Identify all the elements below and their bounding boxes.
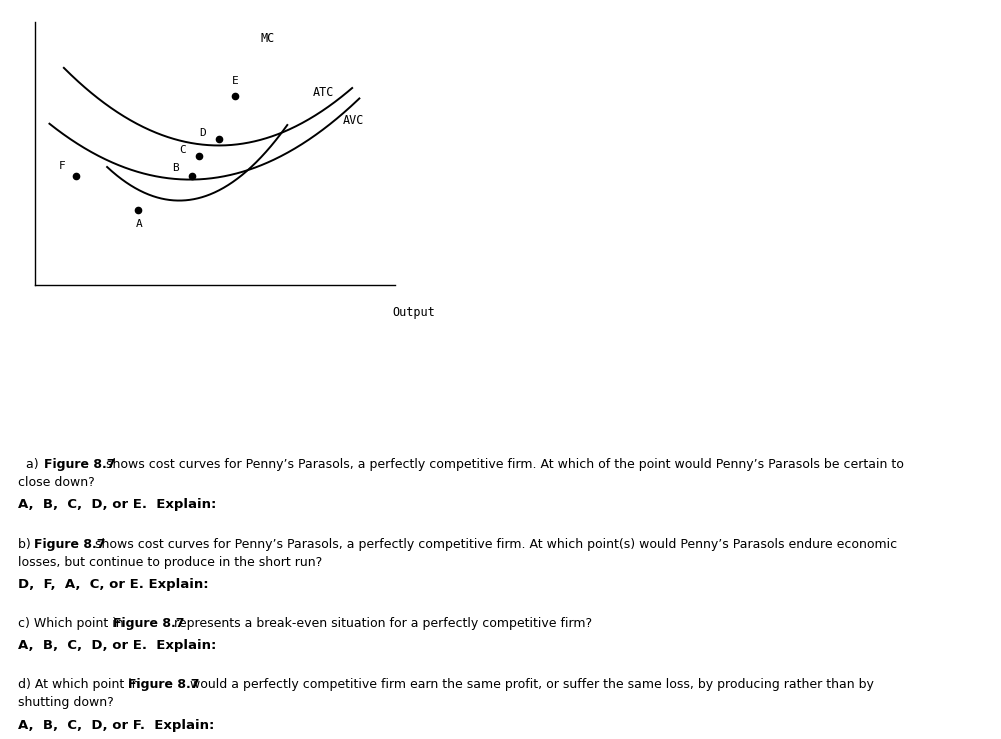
Text: MC: MC (260, 32, 274, 45)
Text: A: A (136, 219, 143, 229)
Text: E: E (231, 76, 238, 86)
Text: close down?: close down? (18, 476, 95, 489)
Text: shutting down?: shutting down? (18, 696, 114, 709)
Text: shows cost curves for Penny’s Parasols, a perfectly competitive firm. At which p: shows cost curves for Penny’s Parasols, … (91, 537, 898, 551)
Text: b): b) (18, 537, 35, 551)
Text: Dollars: Dollars (13, 0, 63, 1)
Text: ATC: ATC (312, 86, 334, 98)
Text: B: B (172, 163, 179, 173)
Text: Figure 8.7: Figure 8.7 (128, 678, 200, 691)
Text: losses, but continue to produce in the short run?: losses, but continue to produce in the s… (18, 556, 322, 569)
Text: D: D (199, 129, 206, 138)
Text: C: C (179, 146, 186, 155)
Text: d) At which point in: d) At which point in (18, 678, 143, 691)
Text: c) Which point in: c) Which point in (18, 616, 128, 630)
Text: A,  B,  C,  D, or F.  Explain:: A, B, C, D, or F. Explain: (18, 718, 214, 732)
Text: would a perfectly competitive firm earn the same profit, or suffer the same loss: would a perfectly competitive firm earn … (186, 678, 874, 691)
Text: A,  B,  C,  D, or E.  Explain:: A, B, C, D, or E. Explain: (18, 498, 216, 511)
Text: shows cost curves for Penny’s Parasols, a perfectly competitive firm. At which o: shows cost curves for Penny’s Parasols, … (102, 458, 904, 471)
Text: A,  B,  C,  D, or E.  Explain:: A, B, C, D, or E. Explain: (18, 638, 216, 652)
Text: AVC: AVC (343, 115, 364, 128)
Text: a): a) (18, 458, 43, 471)
Text: F: F (58, 161, 65, 171)
Text: Figure 8.7: Figure 8.7 (112, 616, 184, 630)
Text: represents a break-even situation for a perfectly competitive firm?: represents a break-even situation for a … (170, 616, 593, 630)
Text: Output: Output (392, 306, 434, 319)
Text: Figure 8.7: Figure 8.7 (34, 537, 105, 551)
Text: D,  F,  A,  C, or E. Explain:: D, F, A, C, or E. Explain: (18, 578, 208, 591)
Text: Figure 8.7: Figure 8.7 (44, 458, 116, 471)
